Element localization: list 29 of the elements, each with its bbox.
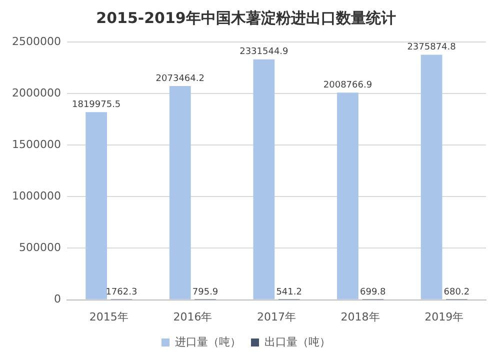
y-tick-label: 2500000: [12, 34, 61, 48]
data-label: 795.9: [192, 288, 218, 298]
data-label: 541.2: [276, 288, 302, 298]
data-label: 2008766.9: [323, 80, 372, 90]
bar: [169, 86, 191, 300]
x-tick-label: 2015年: [89, 310, 128, 324]
y-tick-label: 500000: [18, 241, 61, 254]
data-label: 2073464.2: [156, 74, 204, 84]
data-label: 1762.3: [106, 287, 138, 298]
y-tick-label: 2000000: [12, 86, 61, 100]
y-tick-label: 1000000: [12, 190, 61, 203]
bar: [337, 92, 358, 300]
bar: [86, 112, 108, 300]
data-label: 680.2: [444, 288, 470, 298]
legend-label: 出口量（吨）: [264, 335, 330, 348]
x-tick-label: 2019年: [424, 310, 464, 324]
x-tick-label: 2018年: [340, 310, 380, 324]
x-tick-label: 2016年: [173, 310, 212, 324]
bar: [420, 54, 442, 300]
bar: [253, 59, 275, 300]
y-tick-label: 1500000: [12, 138, 61, 151]
data-label: 1819975.5: [72, 100, 121, 110]
data-label: 2375874.8: [407, 42, 456, 53]
data-label: 2331544.9: [240, 47, 289, 58]
data-label: 699.8: [360, 288, 386, 298]
x-tick-label: 2017年: [256, 310, 296, 324]
legend-label: 进口量（吨）: [175, 335, 241, 348]
chart-title: 2015-2019年中国木薯淀粉进出口数量统计: [96, 8, 396, 27]
y-tick-label: 0: [54, 292, 61, 306]
